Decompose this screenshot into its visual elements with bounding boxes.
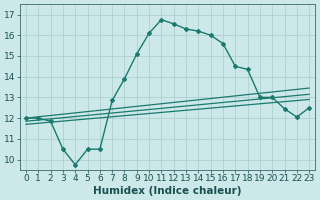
X-axis label: Humidex (Indice chaleur): Humidex (Indice chaleur): [93, 186, 242, 196]
